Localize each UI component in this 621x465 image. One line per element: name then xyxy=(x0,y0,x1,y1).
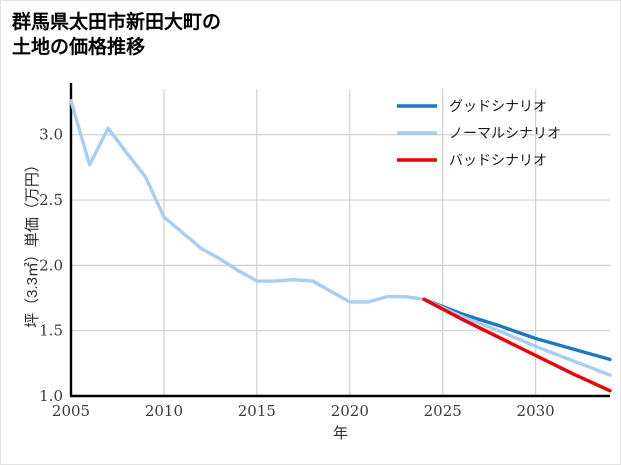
legend-label-0: グッドシナリオ xyxy=(449,98,547,114)
y-tick-label: 1.5 xyxy=(39,322,63,340)
x-tick-label: 2015 xyxy=(238,402,276,420)
series-line-ノーマルシナリオ xyxy=(422,297,612,377)
axis-lines xyxy=(69,83,610,398)
y-tick-label: 1.0 xyxy=(39,387,63,405)
series-line-履歴 xyxy=(69,99,426,304)
y-tick-label: 3.0 xyxy=(39,126,63,144)
x-axis-title: 年 xyxy=(333,425,348,442)
axis-titles: 年 坪（3.3㎡）単価（万円） xyxy=(24,157,348,442)
x-tick-label: 2020 xyxy=(331,402,369,420)
y-tick-label: 2.0 xyxy=(39,256,63,274)
series-line-グッドシナリオ xyxy=(422,297,612,362)
x-tick-label: 2010 xyxy=(145,402,183,420)
y-axis-tick-labels: 1.0 1.5 2.0 2.5 3.0 xyxy=(39,126,63,405)
legend-label-1: ノーマルシナリオ xyxy=(449,125,561,141)
legend-label-2: バッドシナリオ xyxy=(449,152,547,168)
x-tick-label: 2025 xyxy=(424,402,462,420)
x-axis-tick-labels: 2005 2010 2015 2020 2025 2030 xyxy=(52,402,555,420)
y-tick-label: 2.5 xyxy=(39,191,63,209)
data-series-layer xyxy=(69,99,612,393)
y-axis-title: 坪（3.3㎡）単価（万円） xyxy=(24,157,41,328)
x-tick-label: 2030 xyxy=(517,402,555,420)
x-tick-label: 2005 xyxy=(52,402,90,420)
page-title: 群馬県太田市新田大町の 土地の価格推移 xyxy=(12,12,222,59)
series-line-バッドシナリオ xyxy=(422,297,612,393)
gridlines xyxy=(70,89,610,397)
